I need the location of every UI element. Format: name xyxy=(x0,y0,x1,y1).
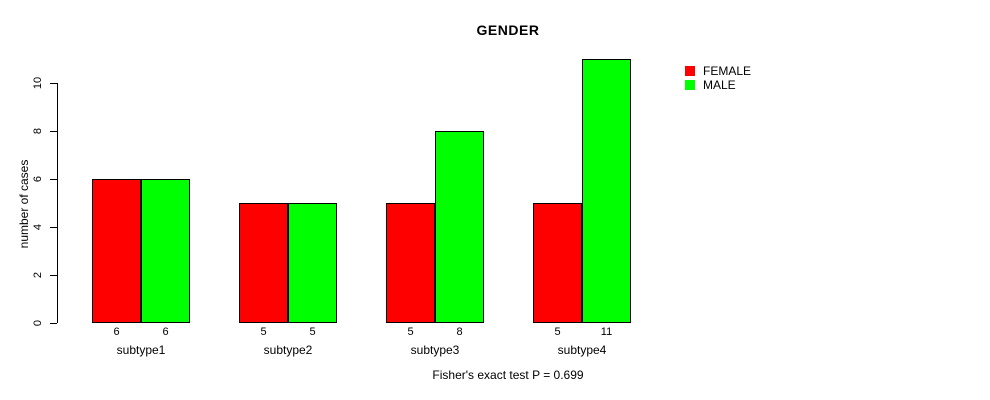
bar-female-subtype3 xyxy=(386,203,435,323)
bar-male-subtype2 xyxy=(288,203,337,323)
legend-item-male: MALE xyxy=(685,77,751,92)
bar-female-subtype1 xyxy=(92,179,141,323)
y-tick-label: 6 xyxy=(32,175,44,183)
bar-value-label: 5 xyxy=(260,326,267,338)
y-tick-label: 0 xyxy=(32,319,44,327)
bar-value-label: 6 xyxy=(162,326,169,338)
y-tick-mark xyxy=(50,131,57,132)
bar-value-label: 11 xyxy=(600,326,613,338)
bar-male-subtype4 xyxy=(582,59,631,323)
y-tick-mark xyxy=(50,275,57,276)
male-color-swatch xyxy=(685,79,695,90)
y-tick-mark xyxy=(50,323,57,324)
y-tick-label: 2 xyxy=(32,271,44,279)
legend-label-female: FEMALE xyxy=(703,63,752,78)
legend: FEMALE MALE xyxy=(685,64,751,92)
y-axis-label: number of cases xyxy=(17,159,31,249)
category-label-subtype4: subtype4 xyxy=(557,343,607,357)
bar-value-label: 5 xyxy=(407,326,414,338)
y-tick-label: 4 xyxy=(32,223,44,231)
y-tick-label: 10 xyxy=(32,76,44,90)
bar-value-label: 5 xyxy=(309,326,316,338)
y-tick-mark xyxy=(50,227,57,228)
bar-value-label: 8 xyxy=(456,326,463,338)
category-label-subtype1: subtype1 xyxy=(116,343,166,357)
bar-male-subtype1 xyxy=(141,179,190,323)
bar-male-subtype3 xyxy=(435,131,484,323)
category-label-subtype2: subtype2 xyxy=(263,343,313,357)
female-color-swatch xyxy=(685,65,695,76)
legend-item-female: FEMALE xyxy=(685,63,752,78)
y-tick-mark xyxy=(50,179,57,180)
category-label-subtype3: subtype3 xyxy=(410,343,460,357)
bar-value-label: 6 xyxy=(113,326,120,338)
bar-value-label: 5 xyxy=(554,326,561,338)
chart-title: GENDER xyxy=(476,22,540,38)
y-tick-label: 8 xyxy=(32,127,44,135)
footnote-text: Fisher's exact test P = 0.699 xyxy=(432,368,584,382)
bar-female-subtype2 xyxy=(239,203,288,323)
y-tick-mark xyxy=(50,83,57,84)
bar-female-subtype4 xyxy=(533,203,582,323)
legend-label-male: MALE xyxy=(703,77,736,92)
y-axis-line xyxy=(57,83,58,323)
